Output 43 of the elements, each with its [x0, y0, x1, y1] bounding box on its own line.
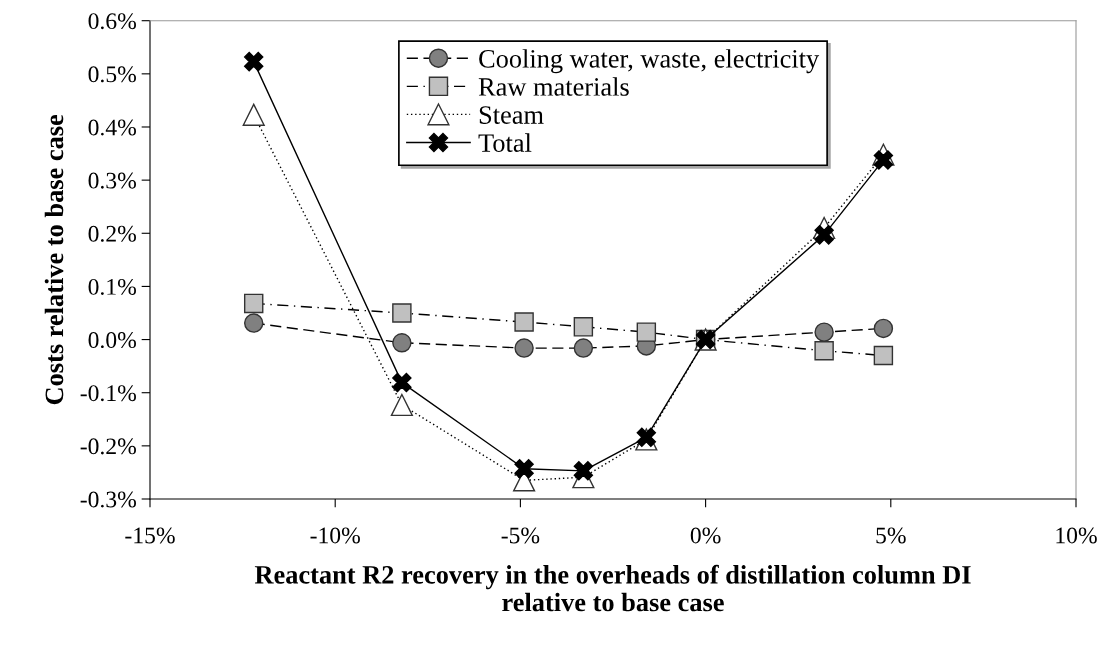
legend-label: Raw materials [478, 77, 629, 96]
point [514, 312, 534, 332]
point [573, 338, 594, 358]
point [514, 338, 534, 358]
point [243, 293, 264, 314]
point [243, 313, 264, 333]
point [242, 103, 265, 126]
point [814, 225, 834, 245]
y-tick-label: 0.6% [88, 13, 136, 30]
x-tick-label: -5% [501, 527, 540, 544]
x-axis-title: Reactant R2 recovery in the overheads of distillation column DI relative to base case [254, 564, 971, 612]
point [392, 303, 412, 323]
legend-label: Total [478, 133, 532, 152]
point [873, 345, 894, 366]
point [392, 372, 412, 393]
legend-label: Steam [479, 106, 544, 124]
x-tick-label: 0% [690, 527, 721, 544]
point [573, 461, 594, 481]
point [243, 51, 264, 72]
point [573, 317, 594, 337]
point [392, 333, 412, 353]
x-tick-label: 10% [1056, 527, 1097, 544]
point [873, 318, 894, 339]
y-tick-label: -0.2% [80, 438, 136, 455]
y-tick-label: 0.5% [88, 66, 136, 83]
y-tick-label: 0.4% [88, 119, 136, 136]
legend-label: Cooling water, waste, electricity [479, 49, 820, 74]
y-tick-label: 0.1% [88, 278, 136, 295]
point [390, 393, 413, 417]
point [636, 322, 657, 342]
point [814, 322, 834, 342]
y-tick-label: 0.0% [88, 332, 136, 349]
y-axis-title: Costs relative to base case [44, 114, 64, 405]
y-tick-label: -0.3% [80, 491, 136, 508]
x-tick-label: 5% [876, 527, 906, 544]
y-tick-label: -0.1% [80, 385, 136, 402]
point [873, 150, 894, 170]
point [514, 458, 534, 479]
x-tick-label: -10% [310, 527, 360, 544]
point [814, 341, 834, 361]
y-tick-label: 0.3% [88, 172, 136, 189]
x-tick-label: -15% [125, 527, 175, 544]
y-tick-label: 0.2% [88, 225, 136, 242]
